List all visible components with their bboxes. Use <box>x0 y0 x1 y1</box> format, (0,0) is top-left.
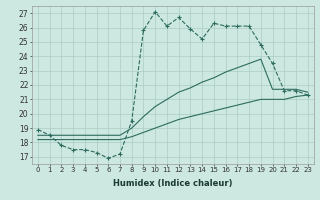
X-axis label: Humidex (Indice chaleur): Humidex (Indice chaleur) <box>113 179 233 188</box>
